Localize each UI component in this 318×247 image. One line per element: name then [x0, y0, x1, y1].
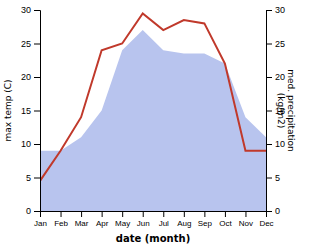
- tick-label: 30: [275, 5, 285, 15]
- tick-label: Apr: [96, 219, 109, 228]
- x-tick: Sep: [198, 211, 213, 228]
- tick-mark: [266, 178, 272, 179]
- axis-line: [41, 212, 267, 218]
- tick-mark: [34, 178, 40, 179]
- y-tick: 0: [26, 206, 40, 216]
- y-tick: 15: [21, 106, 40, 116]
- tick-mark: [266, 44, 272, 45]
- tick-mark: [225, 211, 226, 217]
- tick-label: Jan: [34, 219, 47, 228]
- y-tick: 10: [21, 139, 40, 149]
- plot: JanFebMarAprMayJunJulAugSepOctNovDec0510…: [21, 5, 285, 227]
- tick-label: Dec: [259, 219, 273, 228]
- x-tick: Aug: [177, 211, 191, 228]
- tick-mark: [34, 211, 40, 212]
- tick-label: Mar: [75, 219, 89, 228]
- tick-mark: [143, 211, 144, 217]
- x-tick: Jun: [137, 211, 150, 228]
- x-tick: Oct: [219, 211, 232, 228]
- tick-mark: [163, 211, 164, 217]
- tick-label: 10: [275, 139, 285, 149]
- marks: [40, 13, 266, 211]
- tick-mark: [34, 111, 40, 112]
- axis-line: [34, 11, 41, 212]
- tick-mark: [184, 211, 185, 217]
- y-tick: 5: [26, 173, 40, 183]
- y-tick: 20: [21, 72, 40, 82]
- y2-tick: 10: [266, 139, 285, 149]
- y-tick: 25: [21, 39, 40, 49]
- tick-mark: [266, 77, 272, 78]
- tick-label: 10: [21, 139, 31, 149]
- y2-tick: 20: [266, 72, 285, 82]
- y-tick: 30: [21, 5, 40, 15]
- tick-mark: [245, 211, 246, 217]
- y2-tick: 5: [266, 173, 280, 183]
- tick-label: 0: [26, 206, 31, 216]
- x-tick: Apr: [96, 211, 109, 228]
- tick-mark: [266, 144, 272, 145]
- tick-mark: [34, 10, 40, 11]
- tick-mark: [266, 211, 272, 212]
- tick-label: Nov: [239, 219, 253, 228]
- tick-label: 20: [275, 72, 285, 82]
- tick-label: Oct: [219, 219, 232, 228]
- y2-tick: 0: [266, 206, 280, 216]
- tick-label: 20: [21, 72, 31, 82]
- x-axis: Jan Feb Mar Apr May Jun Jul Aug Sep Oct Nov Dec: [34, 211, 274, 228]
- tick-label: Jul: [159, 219, 169, 228]
- x-tick: May: [115, 211, 130, 228]
- x-tick: Jan: [34, 211, 47, 228]
- tick-mark: [266, 10, 272, 11]
- tick-mark: [81, 211, 82, 217]
- tick-mark: [34, 77, 40, 78]
- tick-label: May: [115, 219, 130, 228]
- tick-label: 15: [21, 106, 31, 116]
- x-tick: Nov: [239, 211, 253, 228]
- y2-tick: 25: [266, 39, 285, 49]
- tick-label: 30: [21, 5, 31, 15]
- tick-label: Jun: [137, 219, 150, 228]
- x-tick: Mar: [75, 211, 89, 228]
- tick-label: Aug: [177, 219, 191, 228]
- y-axis-title: max temp (C): [3, 79, 13, 141]
- tick-label: 5: [275, 173, 280, 183]
- tick-mark: [34, 144, 40, 145]
- tick-label: Feb: [54, 219, 68, 228]
- tick-mark: [34, 44, 40, 45]
- chart: JanFebMarAprMayJunJulAugSepOctNovDec0510…: [0, 0, 318, 247]
- tick-label: 25: [21, 39, 31, 49]
- tick-mark: [204, 211, 205, 217]
- tick-label: 5: [26, 173, 31, 183]
- y2-axis-title: med. precipitation(kg/m2): [276, 69, 296, 151]
- tick-label: Sep: [198, 219, 213, 228]
- x-tick: Dec: [259, 211, 273, 228]
- tick-label: 0: [275, 206, 280, 216]
- tick-mark: [102, 211, 103, 217]
- y2-tick: 30: [266, 5, 285, 15]
- x-tick: Jul: [159, 211, 169, 228]
- tick-label: 25: [275, 39, 285, 49]
- tick-mark: [61, 211, 62, 217]
- x-tick: Feb: [54, 211, 68, 228]
- axis-line: [267, 11, 273, 212]
- tick-mark: [122, 211, 123, 217]
- tick-mark: [266, 111, 272, 112]
- area: [40, 30, 266, 211]
- line: [40, 13, 266, 181]
- x-axis-title: date (month): [116, 233, 190, 244]
- y-axis: 0 5 10 15 20 25 30: [21, 5, 41, 216]
